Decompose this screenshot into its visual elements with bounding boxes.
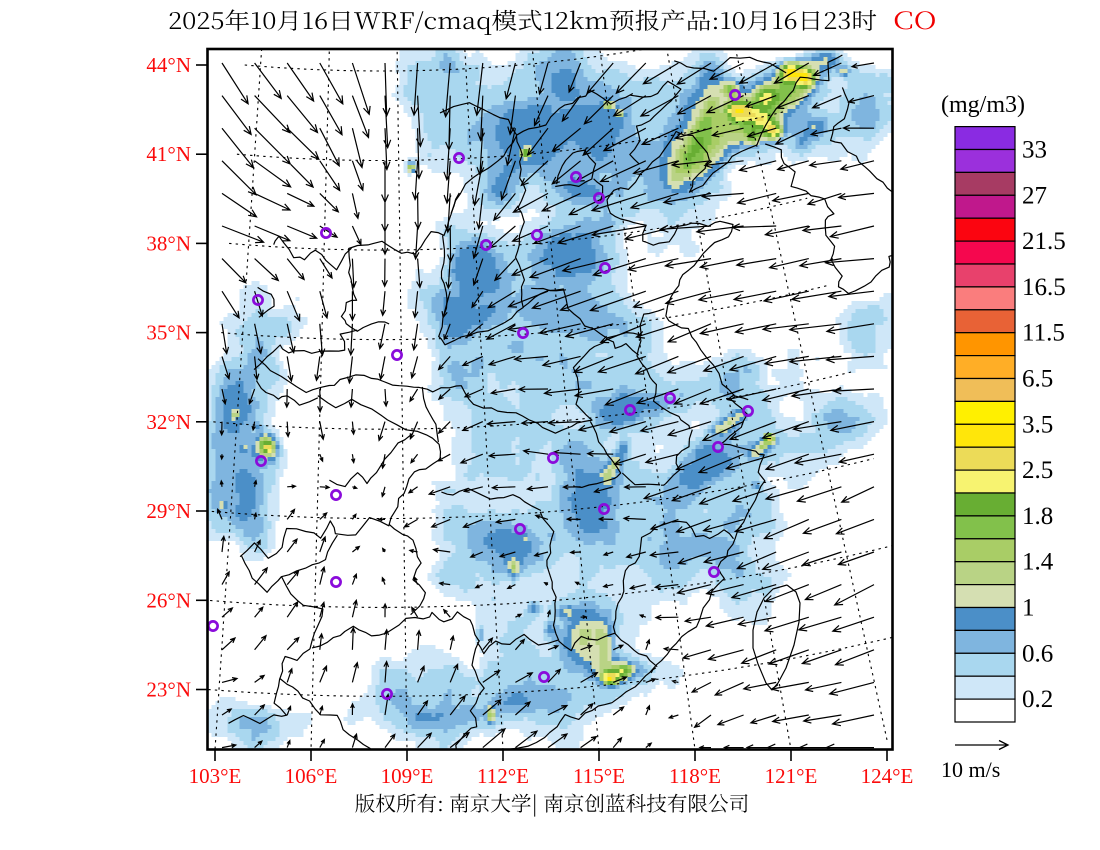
svg-text:21.5: 21.5 [1022,228,1066,255]
svg-text:16.5: 16.5 [1022,274,1066,301]
svg-text:29°N: 29°N [146,499,191,523]
svg-text:1.4: 1.4 [1022,549,1054,576]
svg-text:121°E: 121°E [765,764,818,788]
svg-text:27: 27 [1022,182,1047,209]
svg-text:112°E: 112°E [477,764,529,788]
svg-text:106°E: 106°E [285,764,338,788]
svg-text:35°N: 35°N [146,321,191,345]
svg-text:3.5: 3.5 [1022,411,1053,438]
svg-text:0.2: 0.2 [1022,686,1053,713]
svg-text:109°E: 109°E [381,764,434,788]
svg-text:(mg/m3): (mg/m3) [941,92,1025,118]
svg-text:103°E: 103°E [189,764,242,788]
svg-text:41°N: 41°N [146,142,191,166]
svg-text:1.8: 1.8 [1022,503,1053,530]
svg-text:23°N: 23°N [146,678,191,702]
svg-text:44°N: 44°N [146,53,191,77]
svg-text:6.5: 6.5 [1022,366,1053,393]
svg-text:33: 33 [1022,137,1047,164]
svg-text:115°E: 115°E [573,764,625,788]
svg-text:11.5: 11.5 [1022,320,1065,347]
svg-text:124°E: 124°E [861,764,914,788]
svg-text:10 m/s: 10 m/s [941,757,1000,782]
svg-text:118°E: 118°E [669,764,721,788]
svg-text:0.6: 0.6 [1022,640,1053,667]
svg-text:26°N: 26°N [146,588,191,612]
svg-text:32°N: 32°N [146,410,191,434]
svg-text:38°N: 38°N [146,231,191,255]
svg-text:1: 1 [1022,595,1035,622]
svg-text:2.5: 2.5 [1022,457,1053,484]
